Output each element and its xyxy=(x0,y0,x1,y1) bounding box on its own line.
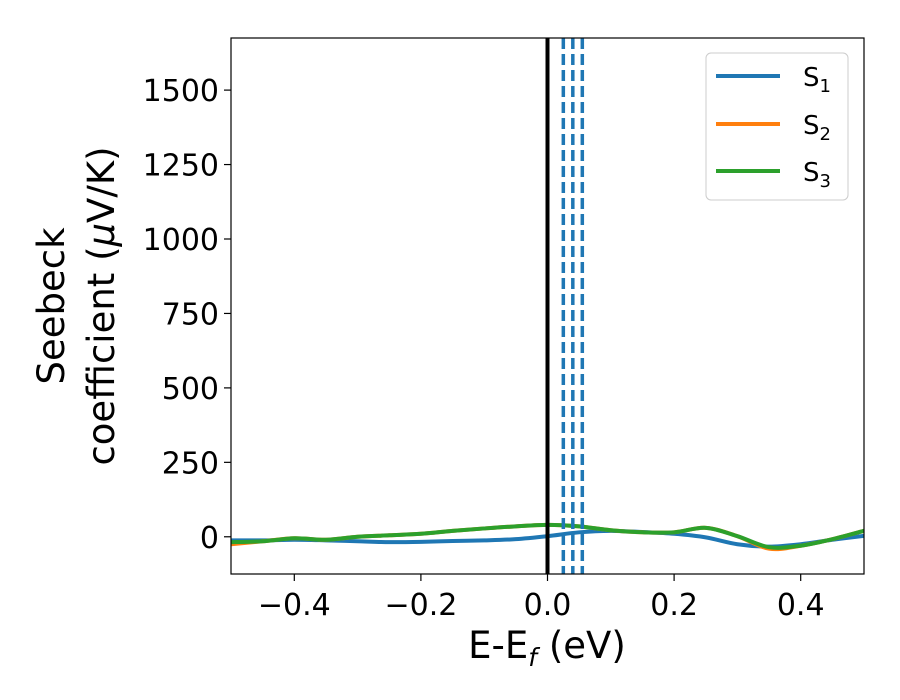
legend: S1 S2 S3 xyxy=(705,52,849,201)
y-tick-label: 250 xyxy=(162,446,219,481)
y-axis-label: Seebeck coefficient (μV/K) xyxy=(30,146,123,465)
y-axis-ticks: 0 250 500 750 1000 1250 1500 xyxy=(143,74,231,556)
y-tick-label: 1500 xyxy=(143,74,219,109)
legend-label-s1: S1 xyxy=(803,63,831,97)
y-tick-label: 750 xyxy=(162,297,219,332)
x-axis-ticks: −0.4 −0.2 0.0 0.2 0.4 xyxy=(258,574,825,623)
y-tick-label: 500 xyxy=(162,372,219,407)
x-axis-label: E-Ef (eV) xyxy=(468,624,626,672)
legend-label-s2: S2 xyxy=(803,111,831,145)
reference-lines xyxy=(545,38,585,574)
x-tick-label: −0.2 xyxy=(384,588,457,623)
y-axis-label-line2: coefficient (μV/K) xyxy=(80,146,123,465)
x-tick-label: 0.0 xyxy=(524,588,572,623)
y-tick-label: 1000 xyxy=(143,223,219,258)
y-tick-label: 1250 xyxy=(143,149,219,184)
legend-label-s3: S3 xyxy=(803,158,831,192)
legend-box xyxy=(705,52,849,201)
y-tick-label: 0 xyxy=(200,521,219,556)
x-tick-label: 0.2 xyxy=(650,588,698,623)
y-axis-label-line1: Seebeck xyxy=(30,227,73,385)
x-tick-label: −0.4 xyxy=(258,588,331,623)
x-tick-label: 0.4 xyxy=(777,588,825,623)
